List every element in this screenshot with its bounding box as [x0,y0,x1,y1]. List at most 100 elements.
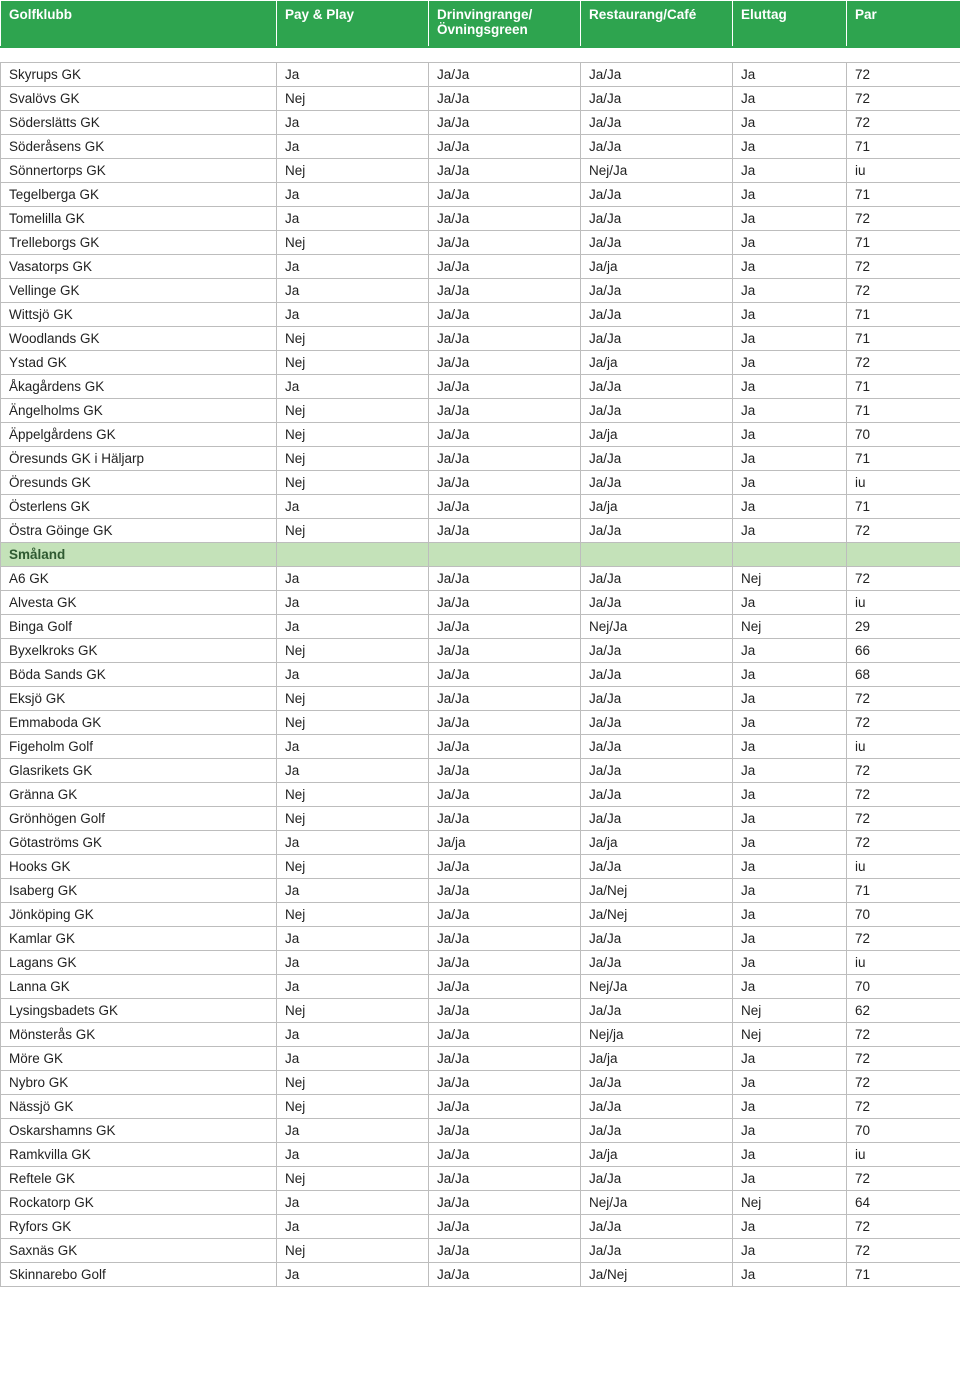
table-row: Lanna GKJaJa/JaNej/JaJa70 [1,975,960,999]
cell: 72 [847,927,960,951]
cell: Ja/Ja [429,927,581,951]
cell: Ja/Ja [429,975,581,999]
cell: Ja [733,327,847,351]
cell: Ja [277,879,429,903]
cell: 64 [847,1191,960,1215]
cell: Nej/Ja [581,159,733,183]
cell: Äppelgårdens GK [1,423,277,447]
cell: Woodlands GK [1,327,277,351]
cell: Jönköping GK [1,903,277,927]
cell: A6 GK [1,567,277,591]
cell: Ja [733,879,847,903]
cell: Nej [277,351,429,375]
cell: Ja [277,591,429,615]
cell: Ja/ja [581,255,733,279]
cell: Ja/Ja [581,447,733,471]
cell: Ja/Ja [429,1095,581,1119]
cell: Ja [733,183,847,207]
cell: Nej/Ja [581,1191,733,1215]
cell: iu [847,159,960,183]
table-row: Woodlands GKNejJa/JaJa/JaJa71 [1,327,960,351]
cell: Ja/Ja [429,879,581,903]
col-header-drivingrange: Drinvingrange/ Övningsgreen [429,1,581,47]
table-row: Sönnertorps GKNejJa/JaNej/JaJaiu [1,159,960,183]
cell: Ja/Ja [581,807,733,831]
cell: Ja/Ja [429,567,581,591]
cell: 71 [847,375,960,399]
cell: Ja/Ja [429,1239,581,1263]
table-row: Reftele GKNejJa/JaJa/JaJa72 [1,1167,960,1191]
cell: Ja/Ja [429,783,581,807]
cell: Ja/Ja [581,519,733,543]
cell: 70 [847,1119,960,1143]
cell: Ja/Ja [429,687,581,711]
cell: Ja [277,567,429,591]
table-row: Tomelilla GKJaJa/JaJa/JaJa72 [1,207,960,231]
cell: Ja [277,1023,429,1047]
cell: Ja/ja [581,831,733,855]
table-row: Öresunds GK i HäljarpNejJa/JaJa/JaJa71 [1,447,960,471]
table-row: Skyrups GKJaJa/JaJa/JaJa72 [1,63,960,87]
cell: Tegelberga GK [1,183,277,207]
cell: Ja/Ja [429,111,581,135]
table-row: Rockatorp GKJaJa/JaNej/JaNej64 [1,1191,960,1215]
cell: Ja [277,831,429,855]
table-row: Oskarshamns GKJaJa/JaJa/JaJa70 [1,1119,960,1143]
cell: Ja [733,471,847,495]
cell: Österlens GK [1,495,277,519]
cell: Lysingsbadets GK [1,999,277,1023]
cell: 72 [847,1071,960,1095]
cell: Möre GK [1,1047,277,1071]
cell: Ja [733,135,847,159]
cell: Ja [733,519,847,543]
cell: Figeholm Golf [1,735,277,759]
cell: Nej [277,687,429,711]
cell: Ja [733,975,847,999]
table-row: Nässjö GKNejJa/JaJa/JaJa72 [1,1095,960,1119]
cell: Ja [733,1119,847,1143]
table-header: Golfklubb Pay & Play Drinvingrange/ Övni… [1,1,960,47]
cell: Ja/Nej [581,879,733,903]
cell: 71 [847,327,960,351]
cell: iu [847,735,960,759]
cell: 72 [847,1167,960,1191]
table-row: Lagans GKJaJa/JaJa/JaJaiu [1,951,960,975]
cell: 71 [847,879,960,903]
cell: Ja/Ja [429,1215,581,1239]
cell: Wittsjö GK [1,303,277,327]
cell: Ja [733,687,847,711]
cell: Ja [277,975,429,999]
cell: Ja/Ja [581,1119,733,1143]
cell: Ja/Ja [581,711,733,735]
cell: 72 [847,519,960,543]
cell: Nej [277,399,429,423]
cell: Ja/Ja [581,1167,733,1191]
cell: Tomelilla GK [1,207,277,231]
cell: Ja/Ja [429,807,581,831]
cell: Skyrups GK [1,63,277,87]
cell: Ja/Ja [429,471,581,495]
table-row: Ystad GKNejJa/JaJa/jaJa72 [1,351,960,375]
cell: 72 [847,759,960,783]
cell: Ja/Ja [429,735,581,759]
cell: Vasatorps GK [1,255,277,279]
cell: Ja [277,255,429,279]
cell: Ja/ja [581,423,733,447]
cell: Ramkvilla GK [1,1143,277,1167]
cell: Ja/Ja [429,615,581,639]
cell: Ja/ja [581,1047,733,1071]
cell: Ja/Ja [581,207,733,231]
cell: Ja/Ja [429,327,581,351]
cell: Nej [277,519,429,543]
cell: Ja/Ja [429,1167,581,1191]
cell: Ja/Ja [429,1119,581,1143]
cell: Ja/Ja [429,591,581,615]
cell: Ja/Ja [429,423,581,447]
cell: Ja [733,663,847,687]
table-row: Tegelberga GKJaJa/JaJa/JaJa71 [1,183,960,207]
cell: Gränna GK [1,783,277,807]
cell: Söderåsens GK [1,135,277,159]
cell: Ja [277,279,429,303]
cell: 72 [847,1047,960,1071]
cell: Nej [277,231,429,255]
